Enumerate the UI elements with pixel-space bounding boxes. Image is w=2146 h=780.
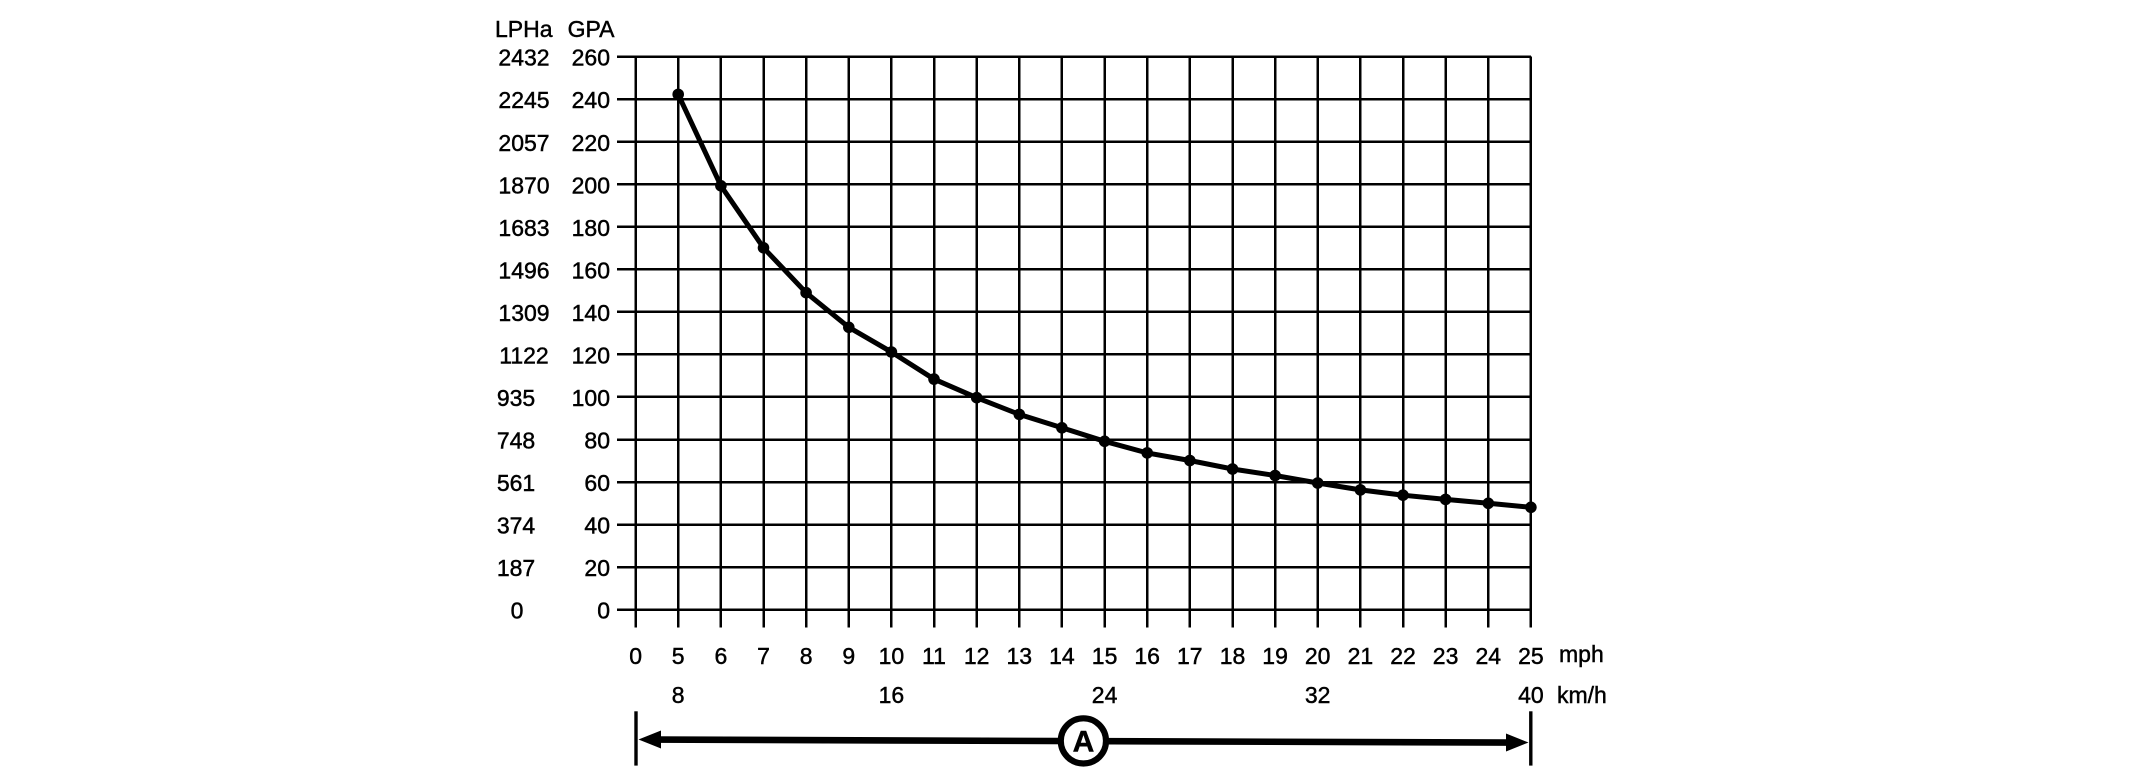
svg-text:8: 8	[672, 682, 685, 708]
svg-text:23: 23	[1433, 643, 1459, 669]
svg-text:100: 100	[572, 385, 610, 411]
svg-text:748: 748	[497, 428, 535, 454]
svg-text:mph: mph	[1559, 641, 1604, 667]
svg-text:32: 32	[1305, 682, 1331, 708]
svg-text:1309: 1309	[498, 300, 549, 326]
svg-text:260: 260	[572, 45, 610, 71]
svg-text:20: 20	[584, 555, 610, 581]
svg-text:374: 374	[497, 513, 536, 539]
svg-text:0: 0	[629, 643, 642, 669]
svg-text:16: 16	[1134, 643, 1160, 669]
svg-text:GPA: GPA	[568, 16, 616, 42]
svg-text:13: 13	[1007, 643, 1033, 669]
svg-text:24: 24	[1092, 682, 1118, 708]
svg-text:17: 17	[1177, 643, 1203, 669]
svg-text:220: 220	[572, 130, 610, 156]
svg-text:12: 12	[964, 643, 990, 669]
svg-text:8: 8	[800, 643, 813, 669]
svg-text:0: 0	[511, 598, 524, 624]
svg-text:15: 15	[1092, 643, 1118, 669]
svg-text:LPHa: LPHa	[495, 16, 553, 42]
svg-text:187: 187	[497, 555, 535, 581]
svg-text:60: 60	[584, 470, 610, 496]
svg-text:18: 18	[1220, 643, 1246, 669]
svg-text:21: 21	[1348, 643, 1374, 669]
svg-text:2245: 2245	[498, 87, 549, 113]
svg-text:6: 6	[715, 643, 728, 669]
svg-text:A: A	[1073, 726, 1095, 759]
svg-text:km/h: km/h	[1557, 682, 1607, 708]
svg-text:0: 0	[597, 598, 610, 624]
svg-text:24: 24	[1476, 643, 1502, 669]
svg-text:19: 19	[1262, 643, 1288, 669]
svg-text:140: 140	[572, 300, 610, 326]
svg-text:1496: 1496	[498, 257, 549, 283]
svg-text:14: 14	[1049, 643, 1075, 669]
svg-text:25: 25	[1518, 643, 1544, 669]
svg-text:1870: 1870	[498, 172, 549, 198]
svg-text:935: 935	[497, 385, 535, 411]
svg-text:200: 200	[572, 172, 610, 198]
svg-text:40: 40	[584, 513, 610, 539]
svg-text:2432: 2432	[498, 45, 549, 71]
svg-text:180: 180	[572, 215, 610, 241]
svg-text:2057: 2057	[498, 130, 549, 156]
svg-text:11: 11	[922, 643, 946, 669]
svg-text:9: 9	[842, 643, 855, 669]
svg-text:1122: 1122	[499, 342, 548, 368]
svg-text:7: 7	[757, 643, 770, 669]
svg-text:10: 10	[879, 643, 905, 669]
svg-text:1683: 1683	[498, 215, 549, 241]
svg-text:5: 5	[672, 643, 685, 669]
svg-text:120: 120	[572, 342, 610, 368]
svg-text:160: 160	[572, 257, 610, 283]
svg-text:561: 561	[497, 470, 535, 496]
svg-text:80: 80	[584, 428, 610, 454]
svg-text:20: 20	[1305, 643, 1331, 669]
svg-text:16: 16	[879, 682, 905, 708]
svg-text:22: 22	[1390, 643, 1416, 669]
svg-text:240: 240	[572, 87, 610, 113]
svg-text:40: 40	[1518, 682, 1544, 708]
